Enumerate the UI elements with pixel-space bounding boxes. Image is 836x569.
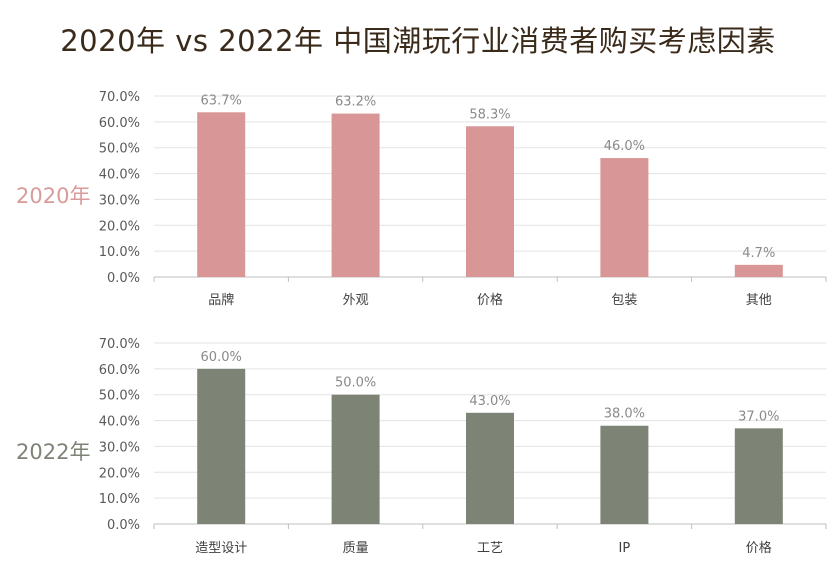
y-tick-label: 60.0% <box>99 363 140 378</box>
y-tick-label: 0.0% <box>107 271 140 286</box>
y-tick-label: 70.0% <box>99 337 140 352</box>
bar <box>331 113 380 277</box>
bar <box>331 394 380 524</box>
data-label: 63.7% <box>201 93 242 108</box>
bar <box>197 112 246 277</box>
y-tick-label: 70.0% <box>99 90 140 105</box>
bar <box>466 126 514 277</box>
y-tick-label: 50.0% <box>99 142 140 157</box>
data-label: 38.0% <box>604 407 645 422</box>
y-tick-label: 0.0% <box>107 518 140 533</box>
category-label: IP <box>619 541 631 556</box>
data-label: 63.2% <box>335 95 376 110</box>
y-tick-label: 10.0% <box>99 492 140 507</box>
chart-title: 2020年 vs 2022年 中国潮玩行业消费者购买考虑因素 <box>60 24 776 58</box>
category-label: 外观 <box>343 293 369 308</box>
y-tick-label: 20.0% <box>99 466 140 481</box>
data-label: 50.0% <box>335 376 376 391</box>
category-label: 价格 <box>477 292 503 308</box>
category-label: 价格 <box>746 540 772 556</box>
data-label: 4.7% <box>742 246 775 261</box>
data-label: 43.0% <box>469 394 510 409</box>
category-label: 品牌 <box>208 292 234 308</box>
bar <box>466 412 514 524</box>
y-tick-label: 50.0% <box>99 389 140 404</box>
y-tick-label: 20.0% <box>99 219 140 234</box>
data-label: 60.0% <box>201 350 242 365</box>
bar <box>600 425 649 524</box>
y-tick-label: 60.0% <box>99 116 140 131</box>
bar <box>734 264 783 277</box>
category-label: 工艺 <box>477 541 503 556</box>
bar <box>734 428 783 524</box>
category-label: 质量 <box>343 541 369 556</box>
data-label: 46.0% <box>604 139 645 154</box>
y-tick-label: 10.0% <box>99 245 140 260</box>
bar <box>600 158 649 277</box>
year-label-2020: 2020年 <box>16 184 91 208</box>
y-tick-label: 30.0% <box>99 440 140 455</box>
data-label: 37.0% <box>738 409 779 424</box>
category-label: 其他 <box>746 293 772 308</box>
data-label: 58.3% <box>469 107 510 122</box>
y-tick-label: 40.0% <box>99 415 140 430</box>
category-label: 包装 <box>611 293 637 308</box>
year-label-2022: 2022年 <box>16 440 91 464</box>
category-label: 造型设计 <box>195 541 247 556</box>
y-tick-label: 40.0% <box>99 168 140 183</box>
y-tick-label: 30.0% <box>99 193 140 208</box>
bar <box>197 368 246 524</box>
